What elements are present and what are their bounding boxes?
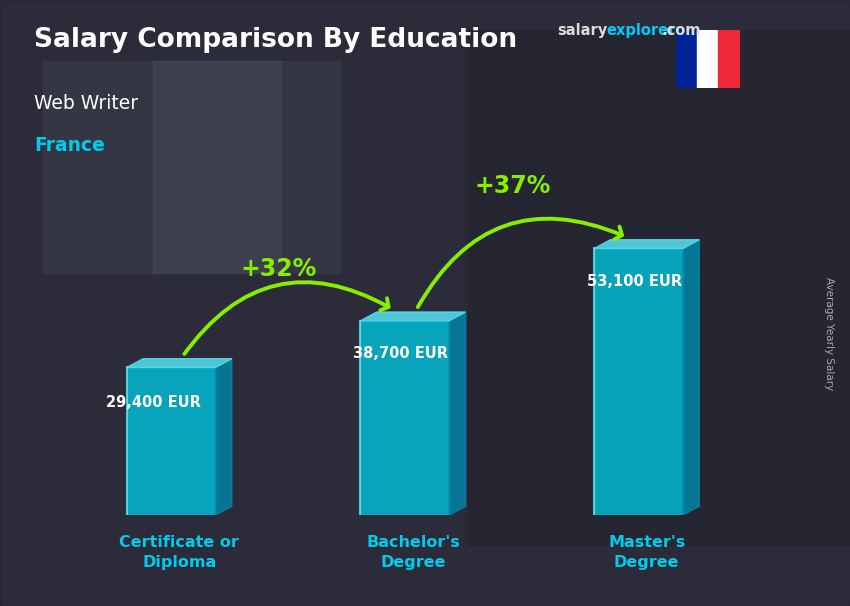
Bar — [594, 248, 683, 515]
Bar — [42, 61, 340, 273]
Bar — [697, 30, 718, 88]
Text: Bachelor's
Degree: Bachelor's Degree — [366, 535, 460, 570]
Polygon shape — [215, 359, 232, 515]
Text: France: France — [34, 136, 105, 155]
Polygon shape — [594, 240, 700, 248]
Bar — [718, 30, 740, 88]
Text: 38,700 EUR: 38,700 EUR — [354, 346, 449, 361]
Text: 29,400 EUR: 29,400 EUR — [105, 395, 201, 410]
Bar — [468, 30, 850, 545]
Text: explorer: explorer — [606, 23, 676, 38]
Polygon shape — [683, 240, 700, 515]
Text: .com: .com — [661, 23, 700, 38]
Text: Master's
Degree: Master's Degree — [608, 535, 685, 570]
Text: Average Yearly Salary: Average Yearly Salary — [824, 277, 834, 390]
Bar — [360, 321, 449, 515]
Text: +32%: +32% — [241, 256, 317, 281]
Text: Certificate or
Diploma: Certificate or Diploma — [119, 535, 239, 570]
Polygon shape — [360, 312, 466, 321]
Polygon shape — [127, 359, 232, 367]
Bar — [153, 61, 280, 273]
Bar — [676, 30, 697, 88]
Text: 53,100 EUR: 53,100 EUR — [587, 273, 683, 288]
Polygon shape — [449, 312, 466, 515]
Text: +37%: +37% — [474, 175, 551, 198]
Text: Web Writer: Web Writer — [34, 94, 138, 113]
Text: Salary Comparison By Education: Salary Comparison By Education — [34, 27, 517, 53]
Bar — [127, 367, 216, 515]
Text: salary: salary — [557, 23, 607, 38]
